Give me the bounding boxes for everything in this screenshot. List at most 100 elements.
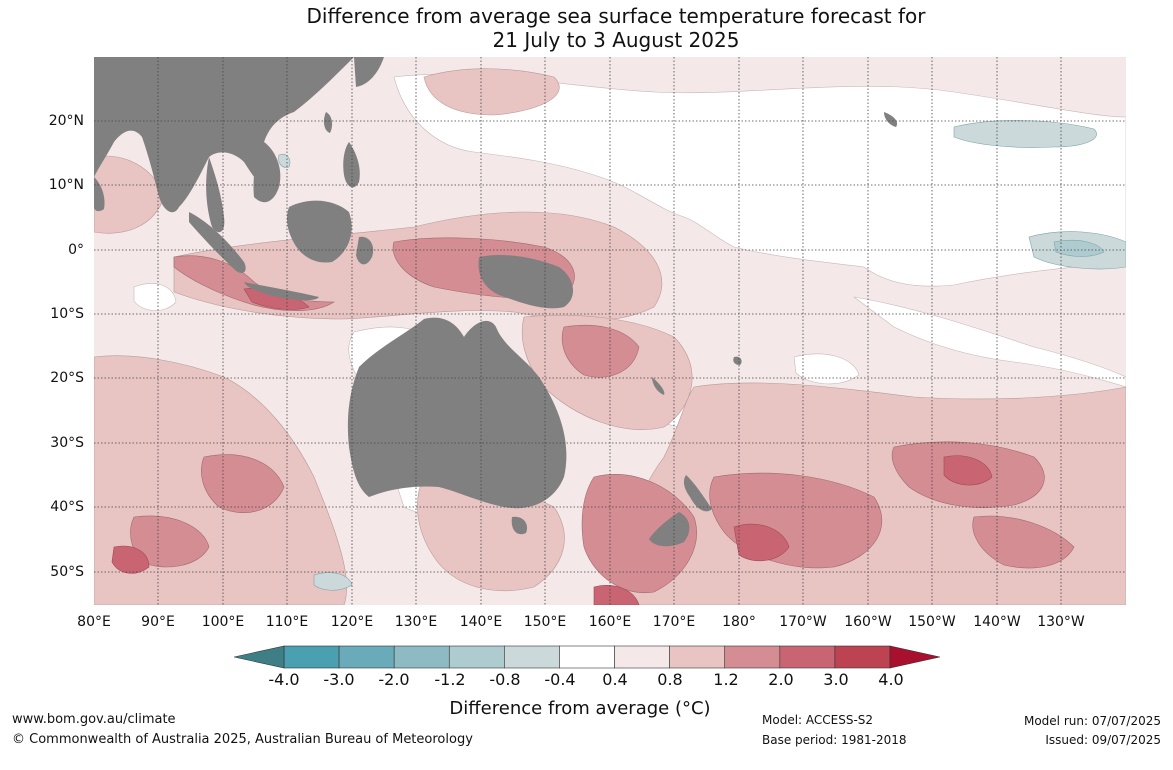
india-tip [94,177,105,212]
lon-label-110e: 110°E [265,614,309,630]
colorbar-tick: -4.0 [268,670,300,689]
colorbar-cell [614,645,670,669]
lat-label-40s: 40°S [50,499,84,515]
map-title-line2: 21 July to 3 August 2025 [492,28,740,52]
southern-ocean-cool [313,572,353,591]
colorbar-cells [283,645,891,669]
new-zealand-north [683,475,712,512]
graticule [94,57,1126,605]
japan [354,57,384,87]
hawaii [884,112,898,127]
lat-label-30s: 30°S [50,435,84,451]
colorbar-tick: -1.2 [434,670,466,689]
southeast-asia-peninsula [253,142,281,203]
colorbar-label: Difference from average (°C) [449,698,711,719]
south-indian-strong [201,454,285,513]
colorbar-cell [559,645,615,669]
colorbar-cell [669,645,726,669]
south-pacific-strong-3 [972,515,1075,569]
south-pacific-hot [943,455,993,486]
colorbar-tick: -2.0 [378,670,410,689]
colorbar-tick: 0.4 [602,670,628,689]
footer-copyright: © Commonwealth of Australia 2025, Austra… [12,732,473,747]
lat-label-0: 0° [68,242,84,258]
footer-base-period: Base period: 1981-2018 [762,733,907,747]
java [244,282,319,301]
new-zealand-south [649,512,690,547]
very-warm-regions [111,287,993,605]
colorbar-tick: 3.0 [823,670,849,689]
indian-south-hot [111,545,150,574]
lat-label-20n: 20°N [48,113,84,129]
lon-label-150w: 150°W [908,614,956,630]
borneo [287,200,352,263]
footer-issued: Issued: 09/07/2025 [1045,733,1161,747]
new-caledonia [652,377,665,395]
colorbar-cell [724,645,781,669]
north-pacific-white [393,73,1126,287]
australia [347,317,567,509]
east-pacific-white [853,296,1126,388]
sst-anomaly-map [94,57,1126,605]
colorbar [234,645,940,669]
colorbar-tick: 2.0 [768,670,794,689]
coral-sea-strong [561,324,640,378]
colorbar-tick: 0.8 [657,670,683,689]
colorbar-tick: 1.2 [713,670,739,689]
lon-label-170e: 170°E [652,614,696,630]
lon-label-130w: 130°W [1037,614,1085,630]
lon-label-120e: 120°E [330,614,374,630]
tasman-strong [581,474,697,594]
colorbar-cell [504,645,560,669]
sumatra [189,212,246,273]
lat-label-20s: 20°S [50,370,84,386]
footer-model: Model: ACCESS-S2 [762,713,874,727]
lon-label-170w: 170°W [779,614,827,630]
lon-label-80e: 80°E [77,614,111,630]
equatorial-pacific-cooler [1053,239,1105,257]
colorbar-tick: -0.8 [489,670,521,689]
lon-label-180: 180° [722,614,756,630]
lon-label-100e: 100°E [201,614,245,630]
colorbar-tick: -3.0 [323,670,355,689]
footer-model-run: Model run: 07/07/2025 [1023,714,1161,728]
map-title: Difference from average sea surface temp… [0,4,1173,52]
lat-label-10n: 10°N [48,177,84,193]
fiji [733,356,742,365]
map-title-line1: Difference from average sea surface temp… [306,4,926,28]
colorbar-extend-high [889,645,940,669]
lon-label-140w: 140°W [973,614,1021,630]
lon-label-160e: 160°E [588,614,632,630]
new-guinea [478,255,574,309]
colorbar-cell [393,645,450,669]
tasmania [511,516,528,535]
lon-label-130e: 130°E [394,614,438,630]
colorbar-cell [779,645,836,669]
taiwan [323,112,333,133]
tasman-hot [593,585,640,605]
footer-url[interactable]: www.bom.gov.au/climate [12,712,176,727]
new-zealand-hot [733,523,790,562]
north-west-pacific-warm [423,68,560,116]
lat-label-50s: 50°S [50,564,84,580]
colorbar-cell [834,645,891,669]
colorbar-cell [338,645,395,669]
south-pacific-white-2 [793,353,860,385]
sulawesi [356,236,374,265]
philippines [343,142,360,188]
southern-ocean-strong [130,515,210,568]
lat-label-10s: 10°S [50,306,84,322]
south-pacific-white-3 [133,283,177,311]
lon-label-160w: 160°W [844,614,892,630]
scs-cool [278,154,291,168]
asia-mainland [94,57,354,213]
colorbar-cell [448,645,505,669]
lon-label-150e: 150°E [523,614,567,630]
lon-label-140e: 140°E [459,614,503,630]
land-masses [94,57,898,547]
colorbar-tick: -0.4 [544,670,576,689]
malay-peninsula [206,157,225,233]
lon-label-90e: 90°E [141,614,175,630]
colorbar-extend-low [234,645,285,669]
colorbar-cell [283,645,340,669]
